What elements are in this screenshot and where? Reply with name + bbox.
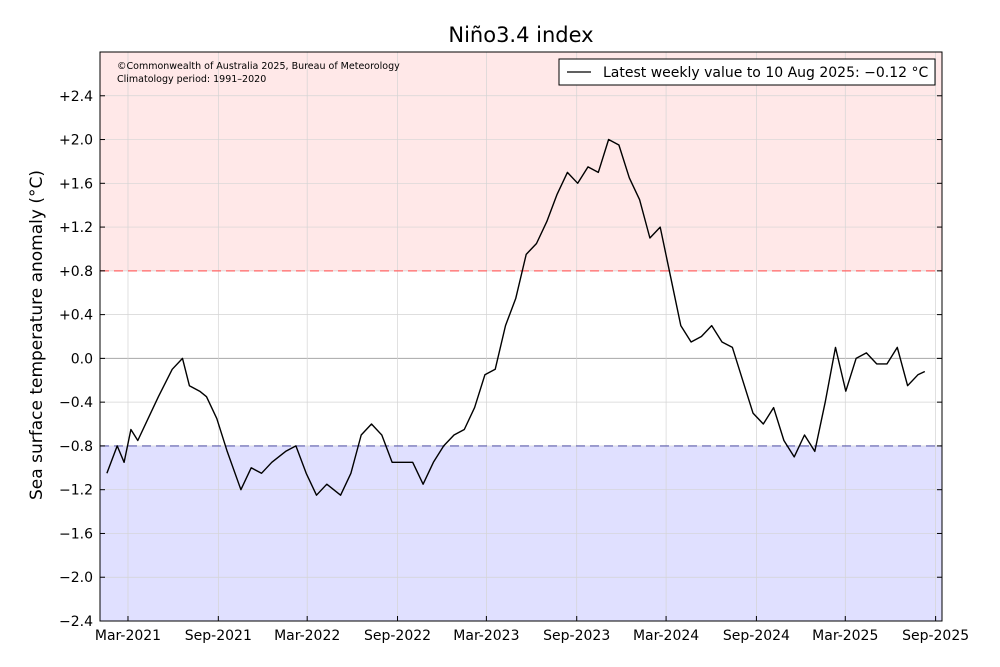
y-tick-label: −2.0 [59, 570, 93, 586]
legend-box [558, 58, 936, 86]
y-tick-label: −0.8 [59, 439, 93, 455]
x-tick-label: Sep-2022 [364, 628, 431, 644]
y-tick-label: −0.4 [59, 395, 93, 411]
el-nino-region [100, 52, 942, 271]
y-tick-label: 0.0 [71, 351, 93, 367]
legend: Latest weekly value to 10 Aug 2025: −0.1… [558, 58, 936, 86]
x-tick-label: Sep-2021 [185, 628, 252, 644]
x-tick-label: Sep-2023 [543, 628, 610, 644]
y-tick-label: −1.6 [59, 526, 93, 542]
y-tick-label: −1.2 [59, 483, 93, 499]
y-tick-label: −2.4 [59, 614, 93, 630]
y-tick-label: +1.6 [59, 176, 93, 192]
y-tick-label: +2.0 [59, 133, 93, 149]
y-tick-label: +0.8 [59, 264, 93, 280]
y-tick-label: +1.2 [59, 220, 93, 236]
y-tick-label: +0.4 [59, 308, 93, 324]
chart-title: Niño3.4 index [448, 23, 593, 47]
x-tick-label: Mar-2024 [633, 628, 699, 644]
legend-entry-latest: Latest weekly value to 10 Aug 2025: −0.1… [603, 65, 929, 81]
y-tick-label: +2.4 [59, 89, 93, 105]
copyright-note: ©Commonwealth of Australia 2025, Bureau … [117, 61, 400, 72]
x-tick-label: Sep-2025 [902, 628, 969, 644]
x-tick-label: Sep-2024 [723, 628, 790, 644]
climatology-note: Climatology period: 1991–2020 [117, 74, 266, 85]
x-tick-label: Mar-2025 [812, 628, 878, 644]
plot-frame [99, 51, 943, 622]
series-line-weekly [106, 138, 926, 496]
x-tick-label: Mar-2022 [274, 628, 340, 644]
x-tick-label: Mar-2023 [453, 628, 519, 644]
y-axis-label: Sea surface temperature anomaly (°C) [27, 170, 47, 500]
x-tick-label: Mar-2021 [95, 628, 161, 644]
